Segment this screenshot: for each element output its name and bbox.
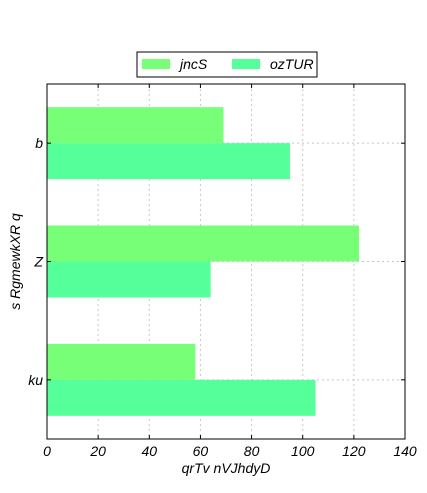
legend-swatch-ozTUR <box>232 59 260 69</box>
x-tick-label: 20 <box>89 443 106 459</box>
bar-ozTUR-b <box>47 143 290 180</box>
legend: jncS ozTUR <box>136 51 318 78</box>
bar-ozTUR-ku <box>47 379 316 416</box>
y-axis-label: s RgmewkXR q <box>7 213 23 310</box>
x-tick-label: 140 <box>393 443 417 459</box>
bar-ozTUR-Z <box>47 261 211 298</box>
y-tick-label-ku: ku <box>28 372 43 388</box>
legend-label-ozTUR: ozTUR <box>270 56 314 72</box>
bar-jncS-b <box>47 107 224 144</box>
x-axis-label: qrTv nVJhdyD <box>182 460 271 476</box>
y-tick-label-b: b <box>35 135 43 151</box>
legend-label-jncS: jncS <box>178 56 208 72</box>
x-tick-label: 40 <box>141 443 157 459</box>
x-tick-label: 80 <box>244 443 260 459</box>
x-tick-label: 0 <box>43 443 51 459</box>
x-tick-label: 120 <box>342 443 366 459</box>
y-tick-label-Z: Z <box>33 254 43 270</box>
x-tick-label: 100 <box>291 443 315 459</box>
bar-jncS-Z <box>47 225 359 262</box>
bar-jncS-ku <box>47 343 196 380</box>
axis-ticks: 0 20 40 60 80 100 120 140 ku Zb <box>28 84 417 459</box>
bars <box>47 107 359 416</box>
x-tick-label: 60 <box>193 443 209 459</box>
legend-swatch-jncS <box>142 59 170 69</box>
